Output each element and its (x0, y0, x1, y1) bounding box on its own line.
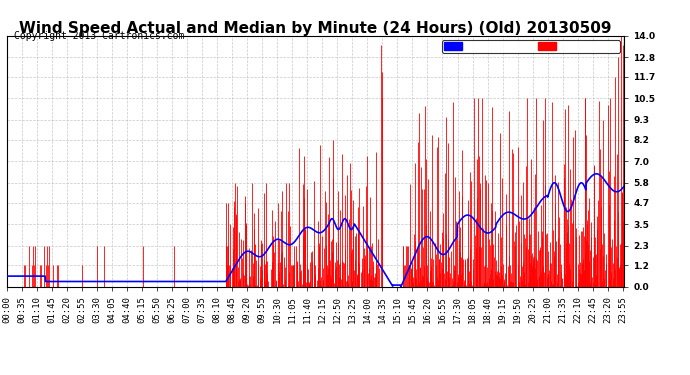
Text: Copyright 2013 Cartronics.com: Copyright 2013 Cartronics.com (14, 32, 184, 41)
Title: Wind Speed Actual and Median by Minute (24 Hours) (Old) 20130509: Wind Speed Actual and Median by Minute (… (19, 21, 612, 36)
Legend: Median (mph), Wind (mph): Median (mph), Wind (mph) (442, 40, 620, 53)
